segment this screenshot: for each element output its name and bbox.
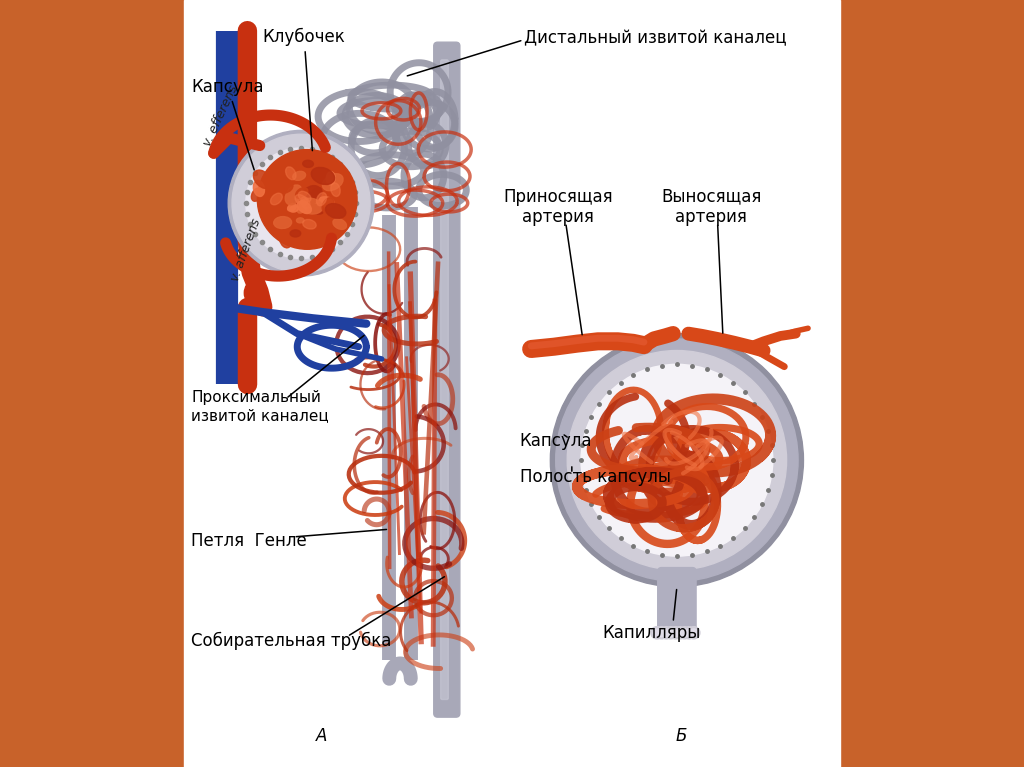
Circle shape <box>232 134 370 272</box>
Circle shape <box>683 627 695 639</box>
Ellipse shape <box>331 183 340 196</box>
Circle shape <box>665 627 677 639</box>
Circle shape <box>679 627 691 639</box>
Ellipse shape <box>297 203 306 213</box>
Ellipse shape <box>303 219 316 229</box>
Ellipse shape <box>300 197 310 210</box>
Ellipse shape <box>327 172 335 185</box>
Ellipse shape <box>311 167 335 185</box>
Text: v. efferens: v. efferens <box>202 84 241 149</box>
Ellipse shape <box>253 170 271 189</box>
Circle shape <box>653 629 660 637</box>
Bar <box>841 0 896 767</box>
Circle shape <box>676 629 684 637</box>
Text: Приносящая
артерия: Приносящая артерия <box>503 188 612 226</box>
Text: v. afferens: v. afferens <box>228 217 263 283</box>
Ellipse shape <box>341 208 347 219</box>
Circle shape <box>228 130 374 276</box>
FancyBboxPatch shape <box>440 60 449 700</box>
Text: Б: Б <box>675 727 686 746</box>
Ellipse shape <box>303 160 313 167</box>
Circle shape <box>655 627 668 639</box>
Text: Выносящая
артерия: Выносящая артерия <box>662 188 762 226</box>
Circle shape <box>651 627 664 639</box>
FancyBboxPatch shape <box>657 568 696 637</box>
Ellipse shape <box>298 191 311 202</box>
Ellipse shape <box>331 219 337 227</box>
Ellipse shape <box>310 205 325 214</box>
Ellipse shape <box>311 187 322 199</box>
Circle shape <box>670 627 682 639</box>
Circle shape <box>690 629 697 637</box>
Text: Петля  Генле: Петля Генле <box>191 532 307 550</box>
Ellipse shape <box>323 198 334 213</box>
Circle shape <box>667 629 675 637</box>
Ellipse shape <box>286 167 296 179</box>
Ellipse shape <box>295 195 307 206</box>
Ellipse shape <box>288 203 297 211</box>
Circle shape <box>660 627 673 639</box>
Circle shape <box>657 629 666 637</box>
Ellipse shape <box>290 206 299 212</box>
Text: Клубочек: Клубочек <box>263 28 345 150</box>
Ellipse shape <box>253 180 264 196</box>
Circle shape <box>672 629 679 637</box>
Circle shape <box>681 629 688 637</box>
Ellipse shape <box>273 180 293 193</box>
Ellipse shape <box>251 188 262 201</box>
Text: Собирательная трубка: Собирательная трубка <box>191 631 392 650</box>
Text: Полость капсулы: Полость капсулы <box>519 468 671 486</box>
Ellipse shape <box>245 281 261 304</box>
Ellipse shape <box>280 230 292 248</box>
Ellipse shape <box>290 230 301 237</box>
Ellipse shape <box>294 191 311 209</box>
Ellipse shape <box>273 216 292 229</box>
Circle shape <box>257 150 357 249</box>
Text: Дистальный извитой каналец: Дистальный извитой каналец <box>523 29 786 48</box>
Circle shape <box>581 364 773 556</box>
Ellipse shape <box>315 197 334 209</box>
Ellipse shape <box>300 198 323 214</box>
Circle shape <box>246 148 356 258</box>
Text: Капилляры: Капилляры <box>602 624 700 642</box>
Text: Капсула: Капсула <box>191 78 264 170</box>
Circle shape <box>567 351 786 570</box>
Circle shape <box>556 339 798 581</box>
Ellipse shape <box>297 201 311 213</box>
Text: Капсула: Капсула <box>519 432 592 450</box>
Ellipse shape <box>270 193 283 205</box>
FancyBboxPatch shape <box>434 42 460 717</box>
Ellipse shape <box>296 188 308 199</box>
Bar <box>128 0 183 767</box>
Circle shape <box>688 627 700 639</box>
Circle shape <box>663 629 670 637</box>
Ellipse shape <box>323 173 343 191</box>
Ellipse shape <box>333 219 346 229</box>
Text: А: А <box>316 727 328 746</box>
Ellipse shape <box>299 186 321 206</box>
Ellipse shape <box>326 203 346 219</box>
Ellipse shape <box>316 193 327 206</box>
Text: Проксимальный
извитой каналец: Проксимальный извитой каналец <box>191 390 329 423</box>
Ellipse shape <box>297 218 304 223</box>
Ellipse shape <box>286 185 302 205</box>
Circle shape <box>685 629 693 637</box>
Circle shape <box>550 334 804 587</box>
Bar <box>183 0 841 767</box>
Circle shape <box>674 627 686 639</box>
Ellipse shape <box>293 171 305 180</box>
